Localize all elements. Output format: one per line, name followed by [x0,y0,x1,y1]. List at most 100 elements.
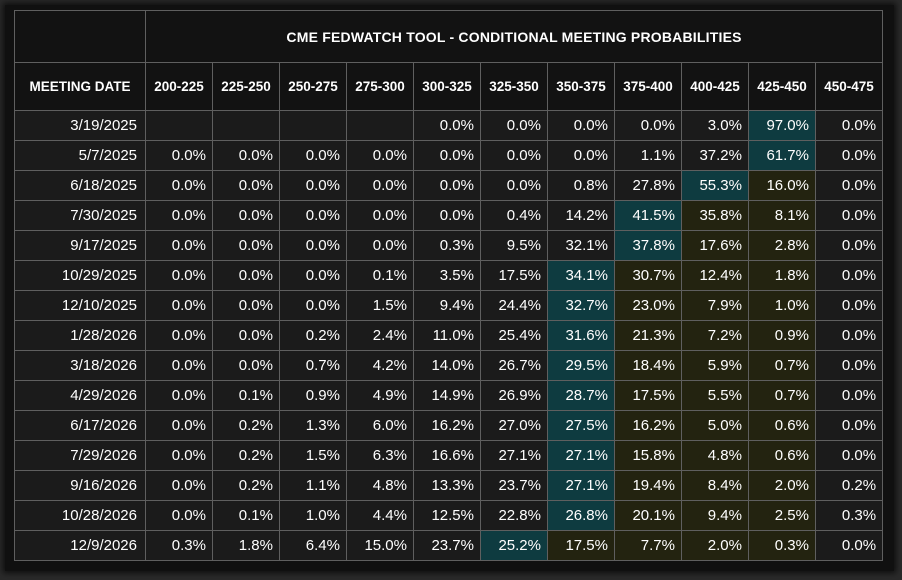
probability-cell: 0.2% [814,470,884,501]
probability-cell: 16.0% [748,170,816,201]
probability-cell [279,110,347,141]
meeting-date-cell: 6/17/2026 [14,410,146,441]
probability-cell: 27.1% [480,440,548,471]
probability-cell: 0.0% [413,200,481,231]
meeting-date-cell: 7/30/2025 [14,200,146,231]
probability-cell: 0.0% [212,170,280,201]
probability-cell: 0.1% [212,380,280,411]
table-row: 1/28/2026 0.0% 0.0% 0.2% 2.4% 11.0% 25.4% 31.6%… [14,320,884,351]
probability-cell: 0.0% [212,350,280,381]
probability-cell [145,110,213,141]
highest-probability-cell: 97.0% [748,110,816,141]
probability-cell: 14.9% [413,380,481,411]
probability-cell: 5.9% [681,350,749,381]
probability-cell: 16.2% [413,410,481,441]
probability-cell: 18.4% [614,350,682,381]
probability-cell: 0.0% [814,440,884,471]
probability-cell: 0.0% [814,320,884,351]
probability-cell: 1.5% [346,290,414,321]
range-header: 225-250 [212,62,280,111]
probability-cell: 3.0% [681,110,749,141]
probability-cell: 1.1% [614,140,682,171]
probability-cell: 7.9% [681,290,749,321]
probability-cell: 23.7% [413,530,481,561]
probability-cell [212,110,280,141]
probability-cell: 1.5% [279,440,347,471]
probability-cell: 4.2% [346,350,414,381]
table-title: CME FEDWATCH TOOL - CONDITIONAL MEETING … [144,10,884,63]
meeting-date-cell: 10/29/2025 [14,260,146,291]
probability-cell: 0.4% [480,200,548,231]
probability-cell: 0.0% [145,140,213,171]
probability-cell: 17.5% [614,380,682,411]
probability-cell: 0.0% [145,260,213,291]
range-header: 350-375 [547,62,615,111]
probability-cell: 6.4% [279,530,347,561]
probability-cell: 23.7% [480,470,548,501]
meeting-date-cell: 9/17/2025 [14,230,146,261]
highest-probability-cell: 31.6% [547,320,615,351]
probability-cell: 1.0% [279,500,347,531]
meeting-date-cell: 1/28/2026 [14,320,146,351]
probability-cell: 0.0% [279,170,347,201]
meeting-date-cell: 10/28/2026 [14,500,146,531]
probability-cell: 26.7% [480,350,548,381]
probability-cell: 4.4% [346,500,414,531]
probability-cell: 16.6% [413,440,481,471]
highest-probability-cell: 29.5% [547,350,615,381]
range-header: 450-475 [814,62,884,111]
probability-cell: 16.2% [614,410,682,441]
probability-cell: 4.9% [346,380,414,411]
probability-cell: 27.0% [480,410,548,441]
probability-cell: 0.0% [814,140,884,171]
table-row: 3/19/2025 0.0% 0.0% 0.0% 0.0% 3.0% 97.0% 0.0% [14,110,884,141]
highest-probability-cell: 27.1% [547,440,615,471]
probability-cell: 25.4% [480,320,548,351]
probability-cell: 3.5% [413,260,481,291]
probability-cell: 0.0% [346,170,414,201]
meeting-date-cell: 4/29/2026 [14,380,146,411]
probability-cell: 14.2% [547,200,615,231]
probability-cell: 0.0% [145,200,213,231]
meeting-date-cell: 12/9/2026 [14,530,146,561]
probability-cell: 9.4% [681,500,749,531]
table-row: 9/16/2026 0.0% 0.2% 1.1% 4.8% 13.3% 23.7% 27.1%… [14,470,884,501]
range-header: 275-300 [346,62,414,111]
probability-cell: 0.0% [413,110,481,141]
probability-cell: 0.0% [413,170,481,201]
probability-cell: 0.3% [748,530,816,561]
probability-cell: 0.0% [814,290,884,321]
corner-cell [14,10,146,63]
table-row: 12/9/2026 0.3% 1.8% 6.4% 15.0% 23.7% 25.2% 17.5… [14,530,884,561]
probability-cell: 22.8% [480,500,548,531]
table-row: 5/7/2025 0.0% 0.0% 0.0% 0.0% 0.0% 0.0% 0.0% 1.1%… [14,140,884,171]
probability-cell: 13.3% [413,470,481,501]
probability-cell: 0.7% [279,350,347,381]
probability-cell: 6.0% [346,410,414,441]
probability-cell: 5.0% [681,410,749,441]
probability-cell: 0.6% [748,440,816,471]
probability-cell: 12.5% [413,500,481,531]
probability-cell: 19.4% [614,470,682,501]
range-header: 300-325 [413,62,481,111]
probability-cell: 4.8% [346,470,414,501]
probability-cell: 5.5% [681,380,749,411]
probability-cell: 0.0% [346,140,414,171]
meeting-date-cell: 12/10/2025 [14,290,146,321]
probability-cell: 0.2% [212,410,280,441]
probability-cell: 0.3% [814,500,884,531]
probability-cell: 30.7% [614,260,682,291]
table-row: 4/29/2026 0.0% 0.1% 0.9% 4.9% 14.9% 26.9% 28.7%… [14,380,884,411]
probability-cell: 20.1% [614,500,682,531]
highest-probability-cell: 34.1% [547,260,615,291]
probability-cell: 0.0% [279,290,347,321]
meeting-date-header: MEETING DATE [14,62,146,111]
probability-cell: 0.0% [145,440,213,471]
probability-cell: 0.0% [279,140,347,171]
probability-cell: 1.1% [279,470,347,501]
probability-cell: 2.8% [748,230,816,261]
probability-cell: 0.0% [279,260,347,291]
probability-cell: 0.0% [145,500,213,531]
probability-cell: 24.4% [480,290,548,321]
probability-cell: 0.0% [212,320,280,351]
